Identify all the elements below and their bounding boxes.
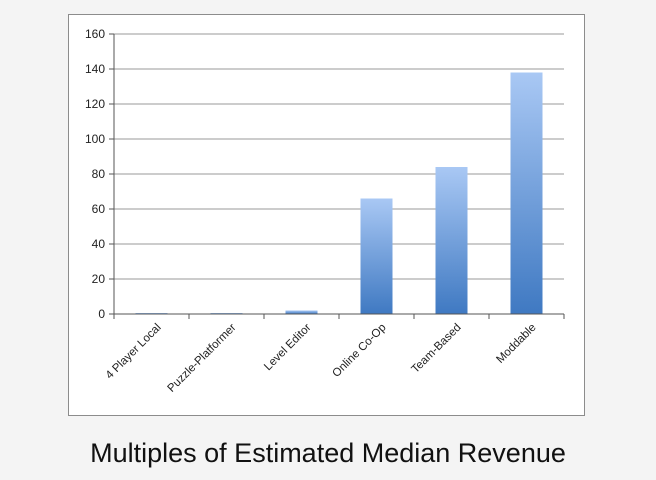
- bar-online-co-op: [360, 198, 393, 314]
- y-tick-label: 20: [92, 272, 106, 286]
- y-tick-label: 120: [85, 97, 105, 111]
- bar-level-editor: [285, 310, 318, 314]
- y-tick-label: 60: [92, 202, 106, 216]
- bar-chart: 0 20 40 60 80 100 120 140 160 4 Player Local Puzz…: [85, 27, 565, 395]
- x-tick-label: Puzzle-Platformer: [166, 322, 239, 395]
- bars: [135, 72, 543, 314]
- x-tick-label: Team-Based: [409, 322, 463, 376]
- y-tick-label: 0: [98, 307, 105, 321]
- bar-moddable: [510, 72, 543, 314]
- chart-frame: 0 20 40 60 80 100 120 140 160 4 Player Local Puzz…: [68, 14, 585, 416]
- x-tick-label: Online Co-Op: [330, 322, 388, 380]
- bar-team-based: [435, 167, 468, 314]
- x-tick-label: 4 Player Local: [104, 322, 164, 382]
- chart-caption: Multiples of Estimated Median Revenue: [90, 438, 566, 468]
- y-tick-label: 100: [85, 132, 105, 146]
- y-tick-label: 140: [85, 62, 105, 76]
- y-tick-label: 80: [92, 167, 106, 181]
- x-tick-label: Moddable: [494, 322, 538, 366]
- y-tick-label: 40: [92, 237, 106, 251]
- grid-lines: [114, 33, 564, 280]
- x-tick-label: Level Editor: [262, 322, 314, 374]
- x-axis-labels: 4 Player Local Puzzle-Platformer Level Edi…: [104, 314, 565, 395]
- y-axis-ticks: 0 20 40 60 80 100 120 140 160: [85, 27, 114, 321]
- y-tick-label: 160: [85, 27, 105, 41]
